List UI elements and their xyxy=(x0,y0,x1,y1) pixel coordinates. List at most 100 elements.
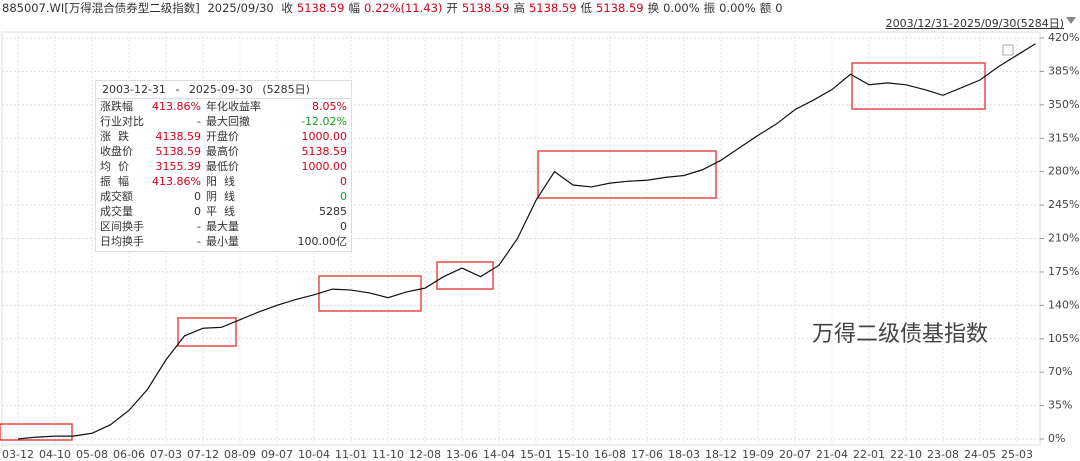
header-bar: 885007.WI[万得混合债券型二级指数] 2025/09/30 收 5138.… xyxy=(2,0,791,15)
quote-label: 幅 xyxy=(348,1,360,15)
x-tick-label: 22-01 xyxy=(853,448,885,461)
stat-value: - xyxy=(197,220,201,233)
stat-label: 最低价 xyxy=(206,160,239,173)
start-date[interactable]: 2003-12-31 xyxy=(102,83,166,96)
icon[interactable] xyxy=(1002,44,1014,56)
x-tick-label: 20-07 xyxy=(779,448,811,461)
stat-value: 413.86% xyxy=(152,175,201,188)
stat-value: - xyxy=(197,235,201,248)
quote-label: 高 xyxy=(513,1,525,15)
panel-row: 均 价 3155.39 最低价 1000.00 xyxy=(96,159,351,174)
y-tick-label: 70% xyxy=(1048,365,1072,378)
stat-value: 0 xyxy=(194,205,201,218)
stat-label: 收盘价 xyxy=(100,145,133,158)
stat-label: 开盘价 xyxy=(206,130,239,143)
quote-label: 换 xyxy=(647,1,660,15)
x-tick-label: 18-03 xyxy=(668,448,700,461)
x-tick-label: 08-09 xyxy=(224,448,256,461)
x-tick-label: 07-03 xyxy=(150,448,182,461)
days: (5285日) xyxy=(262,83,310,96)
stat-label: 最小量 xyxy=(206,235,239,248)
x-tick-label: 16-08 xyxy=(594,448,626,461)
panel-row: 区间换手 - 最大量 0 xyxy=(96,219,351,234)
highlight-box xyxy=(851,62,986,110)
x-tick-label: 13-06 xyxy=(446,448,478,461)
stat-label: 平 线 xyxy=(206,205,235,218)
highlight-box xyxy=(177,317,237,347)
quote-value: 0.00% xyxy=(663,1,700,15)
x-tick-label: 15-01 xyxy=(520,448,552,461)
stat-value: 1000.00 xyxy=(301,160,348,173)
y-tick-label: 35% xyxy=(1048,399,1072,412)
x-tick-label: 19-09 xyxy=(742,448,774,461)
y-tick-label: 0% xyxy=(1048,432,1065,445)
end-date[interactable]: 2025-09-30 xyxy=(188,83,253,96)
stat-label: 最大回撤 xyxy=(206,115,250,128)
stat-value: 5138.59 xyxy=(301,145,348,158)
stat-label: 涨跌幅 xyxy=(100,100,133,113)
x-tick-label: 21-04 xyxy=(816,448,848,461)
stat-value: 0 xyxy=(340,220,347,233)
panel-row: 日均换手 - 最小量 100.00亿 xyxy=(96,234,351,249)
x-tick-label: 24-05 xyxy=(964,448,996,461)
date: 2025/09/30 xyxy=(207,1,274,15)
stat-label: 最高价 xyxy=(206,145,239,158)
x-tick-label: 23-08 xyxy=(927,448,959,461)
panel-row: 行业对比 - 最大回撤 -12.02% xyxy=(96,114,351,129)
stat-label: 阴 线 xyxy=(206,190,235,203)
stat-label: 成交量 xyxy=(100,205,133,218)
x-tick-label: 11-10 xyxy=(372,448,404,461)
dropdown-icon[interactable] xyxy=(1066,17,1076,24)
quote-label: 开 xyxy=(446,1,458,15)
y-tick-label: 350% xyxy=(1048,98,1079,111)
x-tick-label: 15-10 xyxy=(557,448,589,461)
stat-value: 413.86% xyxy=(152,100,201,113)
highlight-box xyxy=(537,150,717,199)
x-tick-label: 25-03 xyxy=(1001,448,1033,461)
quote-value: 0.22%(11.43) xyxy=(363,1,443,15)
x-tick-label: 07-12 xyxy=(187,448,219,461)
x-tick-label: 18-12 xyxy=(705,448,737,461)
quote-label: 低 xyxy=(580,1,593,15)
stat-value: - xyxy=(197,115,201,128)
x-tick-label: 05-08 xyxy=(76,448,108,461)
panel-row: 成交量 0 平 线 5285 xyxy=(96,204,351,219)
x-tick-label: 11-01 xyxy=(335,448,367,461)
highlight-box xyxy=(0,423,73,441)
quote-items: 收 5138.59 幅 0.22%(11.43) 开 5138.59 高 5138.59 低 51… xyxy=(281,1,786,15)
x-tick-label: 22-10 xyxy=(890,448,922,461)
stat-value: 100.00亿 xyxy=(297,235,348,248)
stat-value: 0 xyxy=(340,190,347,203)
quote-value: 5138.59 xyxy=(461,1,510,15)
stat-label: 最大量 xyxy=(206,220,239,233)
panel-row: 涨跌幅 413.86% 年化收益率 8.05% xyxy=(96,99,351,114)
y-tick-label: 175% xyxy=(1048,265,1079,278)
stat-label: 行业对比 xyxy=(100,115,144,128)
index-line xyxy=(17,43,1036,440)
stat-value: -12.02% xyxy=(301,115,347,128)
stat-label: 涨 跌 xyxy=(100,130,129,143)
panel-header: 2003-12-31 - 2025-09-30 (5285日) xyxy=(96,81,351,99)
stat-value: 8.05% xyxy=(312,100,347,113)
y-tick-label: 105% xyxy=(1048,332,1079,345)
stat-label: 成交额 xyxy=(100,190,133,203)
range-selector[interactable]: 2003/12/31-2025/09/30(5284日) xyxy=(885,17,1064,30)
stat-label: 均 价 xyxy=(100,160,129,173)
panel-row: 振 幅 413.86% 阳 线 0 xyxy=(96,174,351,189)
y-tick-label: 245% xyxy=(1048,198,1079,211)
panel-row: 涨 跌 4138.59 开盘价 1000.00 xyxy=(96,129,351,144)
stat-value: 5285 xyxy=(319,205,347,218)
panel-row: 成交额 0 阴 线 0 xyxy=(96,189,351,204)
stat-value: 1000.00 xyxy=(301,130,348,143)
x-tick-label: 14-04 xyxy=(483,448,515,461)
x-tick-label: 10-04 xyxy=(298,448,330,461)
quote-value: 5138.59 xyxy=(596,1,644,15)
quote-label: 收 xyxy=(281,1,293,15)
x-tick-label: 06-06 xyxy=(113,448,145,461)
panel-row: 收盘价 5138.59 最高价 5138.59 xyxy=(96,144,351,159)
x-tick-label: 03-12 xyxy=(2,448,34,461)
highlight-boxes xyxy=(0,62,986,441)
